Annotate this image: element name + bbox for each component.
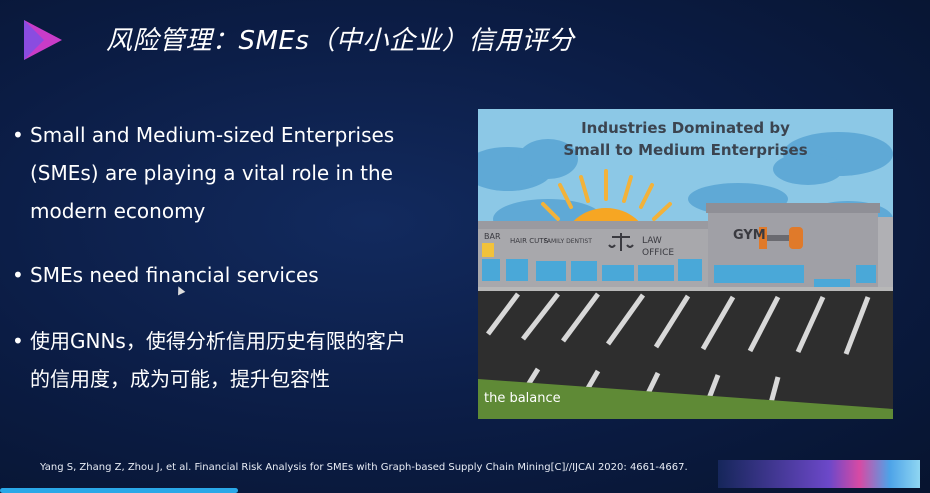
building-row [478, 203, 893, 287]
bullet-item: • Small and Medium-sized Enterprises (SM… [12, 116, 462, 230]
video-caption: the balance [484, 391, 561, 406]
play-logo-icon [24, 20, 62, 60]
video-title: Industries Dominated by Small to Medium … [478, 117, 893, 161]
video-frame[interactable]: BAR HAIR CUTS FAMILY DENTIST LAW OFFICE … [478, 109, 893, 419]
progress-bar [0, 488, 238, 493]
decorative-gradient-bar [718, 460, 920, 488]
bullet-list: • Small and Medium-sized Enterprises (SM… [12, 116, 462, 398]
bullet-text-line: SMEs need financial services [30, 263, 319, 287]
bullet-dot: • [12, 123, 24, 147]
bar-sign: BAR [484, 232, 501, 241]
citation-text: Yang S, Zhang Z, Zhou J, et al. Financia… [40, 462, 688, 473]
bullet-text-line: 使用GNNs，使得分析信用历史有限的客户 [30, 329, 406, 353]
haircuts-sign: HAIR CUTS [510, 237, 548, 245]
dentist-sign: FAMILY DENTIST [544, 238, 592, 245]
slide-title: 风险管理：SMEs（中小企业）信用评分 [106, 26, 575, 56]
strip-mall-illustration: BAR HAIR CUTS FAMILY DENTIST LAW OFFICE … [478, 109, 893, 419]
bullet-dot: • [12, 329, 24, 353]
bullet-item: • 使用GNNs，使得分析信用历史有限的客户 的信用度，成为可能，提升包容性 [12, 322, 462, 398]
bullet-item: • SMEs need financial services [12, 256, 462, 294]
gym-sign: GYM [733, 228, 766, 243]
bullet-text-line: modern economy [30, 199, 206, 223]
bullet-text-line: 的信用度，成为可能，提升包容性 [30, 367, 330, 391]
bullet-dot: • [12, 263, 24, 287]
video-title-line: Small to Medium Enterprises [563, 141, 808, 159]
bullet-text-line: (SMEs) are playing a vital role in the [30, 161, 393, 185]
video-title-line: Industries Dominated by [581, 119, 790, 137]
law-sign: LAW [642, 236, 662, 246]
bullet-text-line: Small and Medium-sized Enterprises [30, 123, 395, 147]
office-sign: OFFICE [642, 248, 674, 258]
